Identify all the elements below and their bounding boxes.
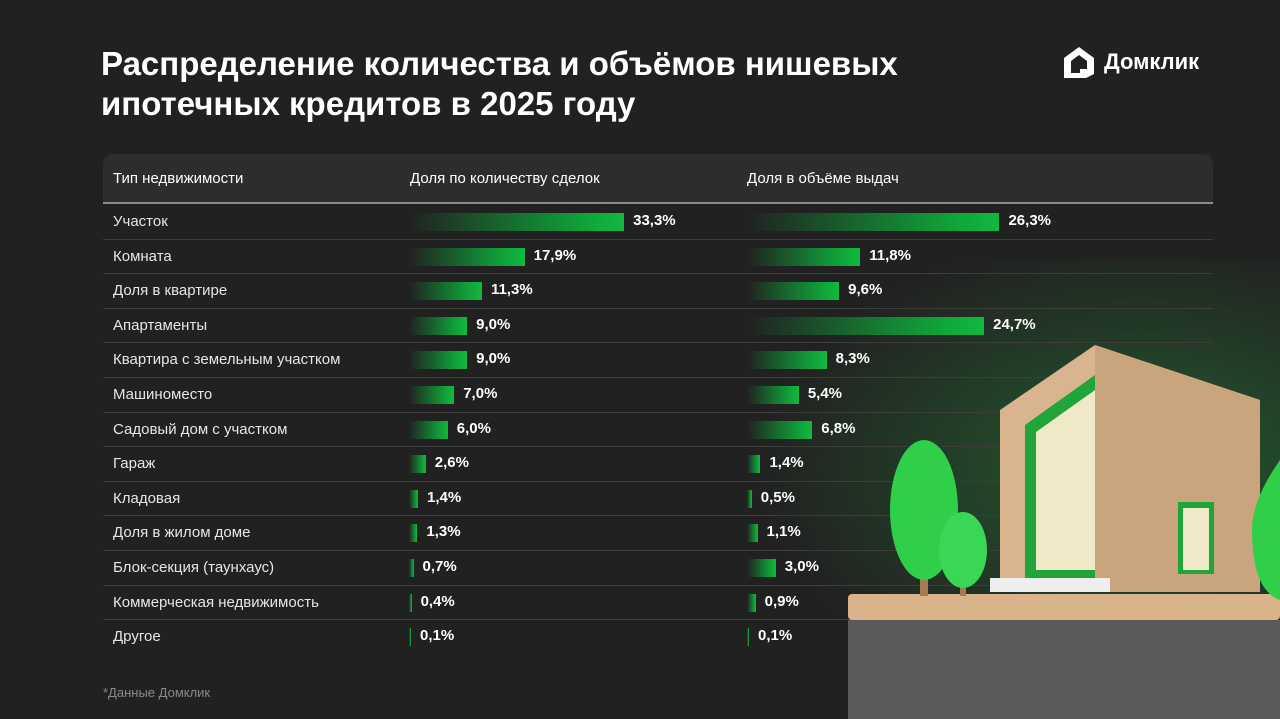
count-bar xyxy=(409,559,414,577)
volume-bar xyxy=(747,628,749,647)
column-header-type: Тип недвижимости xyxy=(113,170,244,187)
volume-value: 0,5% xyxy=(760,488,795,506)
volume-bar xyxy=(747,524,758,543)
volume-bar xyxy=(747,386,799,404)
row-label: Гараж xyxy=(113,455,156,473)
table-row: Машиноместо 7,0% 5,4% xyxy=(103,378,1213,413)
column-header-volume: Доля в объёме выдач xyxy=(747,170,899,187)
count-value: 0,7% xyxy=(422,558,457,575)
logo-text: Домклик xyxy=(1104,49,1200,74)
column-header-count: Доля по количеству сделок xyxy=(410,170,600,187)
count-bar xyxy=(409,593,412,612)
table-header: Тип недвижимости Доля по количеству сдел… xyxy=(103,154,1213,204)
volume-value: 26,3% xyxy=(1008,212,1052,229)
row-label: Квартира с земельным участком xyxy=(113,351,341,369)
volume-value: 3,0% xyxy=(784,558,819,575)
count-value: 1,4% xyxy=(427,488,462,506)
count-bar xyxy=(409,316,468,335)
count-bar xyxy=(409,628,411,647)
row-label: Апартаменты xyxy=(113,316,208,334)
volume-value: 24,7% xyxy=(993,315,1036,333)
count-value: 6,0% xyxy=(456,419,491,437)
count-bar xyxy=(409,351,468,370)
table-row: Садовый дом с участком 6,0% 6,8% xyxy=(103,413,1213,448)
volume-value: 11,8% xyxy=(869,246,911,264)
volume-bar xyxy=(747,455,761,474)
volume-value: 0,9% xyxy=(764,592,799,610)
count-value: 9,0% xyxy=(476,350,511,368)
row-label: Доля в квартире xyxy=(113,282,228,300)
table-row: Комната 17,9% 11,8% xyxy=(103,240,1213,275)
count-value: 33,3% xyxy=(633,212,676,229)
volume-bar xyxy=(747,282,840,301)
count-bar xyxy=(409,455,426,474)
volume-bar xyxy=(747,247,861,266)
volume-bar xyxy=(747,316,985,335)
volume-bar xyxy=(747,593,756,612)
table-row: Блок-секция (таунхаус) 0,7% 3,0% xyxy=(103,551,1213,586)
count-value: 1,3% xyxy=(426,523,461,541)
row-label: Участок xyxy=(113,213,168,230)
row-label: Блок-секция (таунхаус) xyxy=(113,559,275,576)
count-bar xyxy=(409,282,482,301)
count-value: 17,9% xyxy=(533,246,577,264)
house-illustration xyxy=(848,345,1280,719)
volume-value: 1,4% xyxy=(769,454,804,472)
domclick-logo: Домклик xyxy=(1060,44,1199,80)
count-bar xyxy=(409,524,418,543)
volume-value: 5,4% xyxy=(807,385,843,402)
volume-bar xyxy=(747,559,776,577)
count-value: 0,1% xyxy=(420,627,455,645)
volume-value: 8,3% xyxy=(835,350,870,368)
count-value: 2,6% xyxy=(434,454,469,472)
volume-bar xyxy=(747,489,752,508)
footnote: *Данные Домклик xyxy=(103,685,211,700)
row-label: Другое xyxy=(113,628,161,646)
volume-bar xyxy=(747,420,813,439)
page-title: Распределение количества и объёмов нишев… xyxy=(101,45,898,122)
count-bar xyxy=(409,420,448,439)
table-row: Другое 0,1% 0,1% xyxy=(103,620,1213,655)
volume-bar xyxy=(747,213,1000,231)
table-row: Апартаменты 9,0% 24,7% xyxy=(103,309,1213,344)
volume-value: 1,1% xyxy=(766,523,801,541)
count-value: 9,0% xyxy=(476,315,511,333)
count-value: 11,3% xyxy=(490,281,533,299)
volume-value: 0,1% xyxy=(758,627,793,645)
row-label: Комната xyxy=(113,247,172,265)
house-logo-icon xyxy=(1064,47,1094,78)
table-row: Гараж 2,6% 1,4% xyxy=(103,447,1213,482)
volume-value: 6,8% xyxy=(821,419,856,437)
volume-value: 9,6% xyxy=(848,281,883,299)
row-label: Доля в жилом доме xyxy=(113,524,251,542)
table-row: Участок 33,3% 26,3% xyxy=(103,205,1213,240)
row-label: Садовый дом с участком xyxy=(113,420,288,438)
table-row: Коммерческая недвижимость 0,4% 0,9% xyxy=(103,586,1213,621)
row-label: Кладовая xyxy=(113,489,181,507)
count-bar xyxy=(409,213,625,231)
row-label: Коммерческая недвижимость xyxy=(113,593,319,611)
table-row: Доля в жилом доме 1,3% 1,1% xyxy=(103,516,1213,551)
row-label: Машиноместо xyxy=(113,386,213,403)
count-bar xyxy=(409,247,525,266)
volume-bar xyxy=(747,351,827,370)
table-row: Доля в квартире 11,3% 9,6% xyxy=(103,274,1213,309)
table-row: Квартира с земельным участком 9,0% 8,3% xyxy=(103,343,1213,378)
count-value: 0,4% xyxy=(420,592,455,610)
count-value: 7,0% xyxy=(463,385,498,402)
count-bar xyxy=(409,386,455,404)
table-row: Кладовая 1,4% 0,5% xyxy=(103,482,1213,517)
count-bar xyxy=(409,489,419,508)
